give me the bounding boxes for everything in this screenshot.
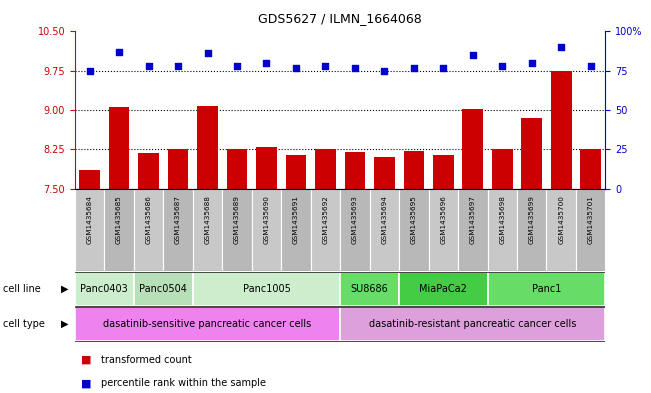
Text: GSM1435685: GSM1435685 xyxy=(116,195,122,244)
Text: dasatinib-sensitive pancreatic cancer cells: dasatinib-sensitive pancreatic cancer ce… xyxy=(104,319,312,329)
Text: GSM1435689: GSM1435689 xyxy=(234,195,240,244)
Point xyxy=(527,60,537,66)
Bar xyxy=(109,107,130,189)
Bar xyxy=(428,189,458,271)
Point xyxy=(467,52,478,58)
Bar xyxy=(104,189,134,271)
Bar xyxy=(134,272,193,306)
Bar xyxy=(286,154,306,189)
Text: GSM1435697: GSM1435697 xyxy=(470,195,476,244)
Text: cell type: cell type xyxy=(3,319,45,329)
Point xyxy=(585,63,596,69)
Text: GSM1435694: GSM1435694 xyxy=(381,195,387,244)
Bar xyxy=(399,189,428,271)
Point xyxy=(409,64,419,71)
Point xyxy=(438,64,449,71)
Text: SU8686: SU8686 xyxy=(351,284,389,294)
Point xyxy=(143,63,154,69)
Text: Panc0403: Panc0403 xyxy=(81,284,128,294)
Bar xyxy=(576,189,605,271)
Bar xyxy=(521,118,542,189)
Bar xyxy=(517,189,546,271)
Text: MiaPaCa2: MiaPaCa2 xyxy=(419,284,467,294)
Text: ■: ■ xyxy=(81,354,92,365)
Point xyxy=(173,63,183,69)
Bar xyxy=(134,189,163,271)
Bar xyxy=(281,189,311,271)
Point xyxy=(114,49,124,55)
Text: GSM1435693: GSM1435693 xyxy=(352,195,358,244)
Point xyxy=(320,63,331,69)
Bar xyxy=(75,272,134,306)
Point xyxy=(556,44,566,50)
Text: transformed count: transformed count xyxy=(101,354,191,365)
Bar xyxy=(488,189,517,271)
Point xyxy=(497,63,508,69)
Text: GSM1435690: GSM1435690 xyxy=(264,195,270,244)
Text: GSM1435698: GSM1435698 xyxy=(499,195,505,244)
Text: GSM1435699: GSM1435699 xyxy=(529,195,534,244)
Text: GSM1435684: GSM1435684 xyxy=(87,195,92,244)
Bar xyxy=(193,189,222,271)
Text: dasatinib-resistant pancreatic cancer cells: dasatinib-resistant pancreatic cancer ce… xyxy=(369,319,577,329)
Bar xyxy=(340,307,605,341)
Bar xyxy=(222,189,252,271)
Bar xyxy=(311,189,340,271)
Bar xyxy=(227,149,247,189)
Bar xyxy=(163,189,193,271)
Bar xyxy=(404,151,424,189)
Bar xyxy=(374,157,395,189)
Text: GSM1435687: GSM1435687 xyxy=(175,195,181,244)
Point xyxy=(379,68,389,74)
Text: GSM1435696: GSM1435696 xyxy=(440,195,447,244)
Bar xyxy=(256,147,277,189)
Text: GSM1435688: GSM1435688 xyxy=(204,195,210,244)
Text: ▶: ▶ xyxy=(61,284,68,294)
Bar xyxy=(370,189,399,271)
Bar xyxy=(252,189,281,271)
Text: ■: ■ xyxy=(81,378,92,388)
Bar xyxy=(138,153,159,189)
Bar xyxy=(458,189,488,271)
Bar xyxy=(193,272,340,306)
Bar xyxy=(75,189,104,271)
Bar xyxy=(79,170,100,189)
Text: cell line: cell line xyxy=(3,284,41,294)
Bar xyxy=(581,149,601,189)
Text: percentile rank within the sample: percentile rank within the sample xyxy=(101,378,266,388)
Bar xyxy=(551,71,572,189)
Bar xyxy=(433,154,454,189)
Text: Panc0504: Panc0504 xyxy=(139,284,187,294)
Point xyxy=(291,64,301,71)
Point xyxy=(232,63,242,69)
Text: GSM1435700: GSM1435700 xyxy=(558,195,564,244)
Bar xyxy=(340,189,370,271)
Bar xyxy=(492,149,512,189)
Point xyxy=(202,50,213,57)
Text: GSM1435686: GSM1435686 xyxy=(146,195,152,244)
Text: ▶: ▶ xyxy=(61,319,68,329)
Text: GSM1435701: GSM1435701 xyxy=(588,195,594,244)
Text: GSM1435691: GSM1435691 xyxy=(293,195,299,244)
Text: Panc1: Panc1 xyxy=(532,284,561,294)
Bar xyxy=(462,109,483,189)
Text: GDS5627 / ILMN_1664068: GDS5627 / ILMN_1664068 xyxy=(258,12,422,25)
Bar xyxy=(340,272,399,306)
Point xyxy=(261,60,271,66)
Text: GSM1435695: GSM1435695 xyxy=(411,195,417,244)
Bar xyxy=(344,152,365,189)
Bar xyxy=(168,149,188,189)
Bar xyxy=(488,272,605,306)
Text: Panc1005: Panc1005 xyxy=(243,284,290,294)
Bar xyxy=(399,272,488,306)
Point xyxy=(85,68,95,74)
Point xyxy=(350,64,360,71)
Bar xyxy=(315,149,336,189)
Bar xyxy=(197,106,218,189)
Text: GSM1435692: GSM1435692 xyxy=(322,195,328,244)
Bar xyxy=(546,189,576,271)
Bar xyxy=(75,307,340,341)
